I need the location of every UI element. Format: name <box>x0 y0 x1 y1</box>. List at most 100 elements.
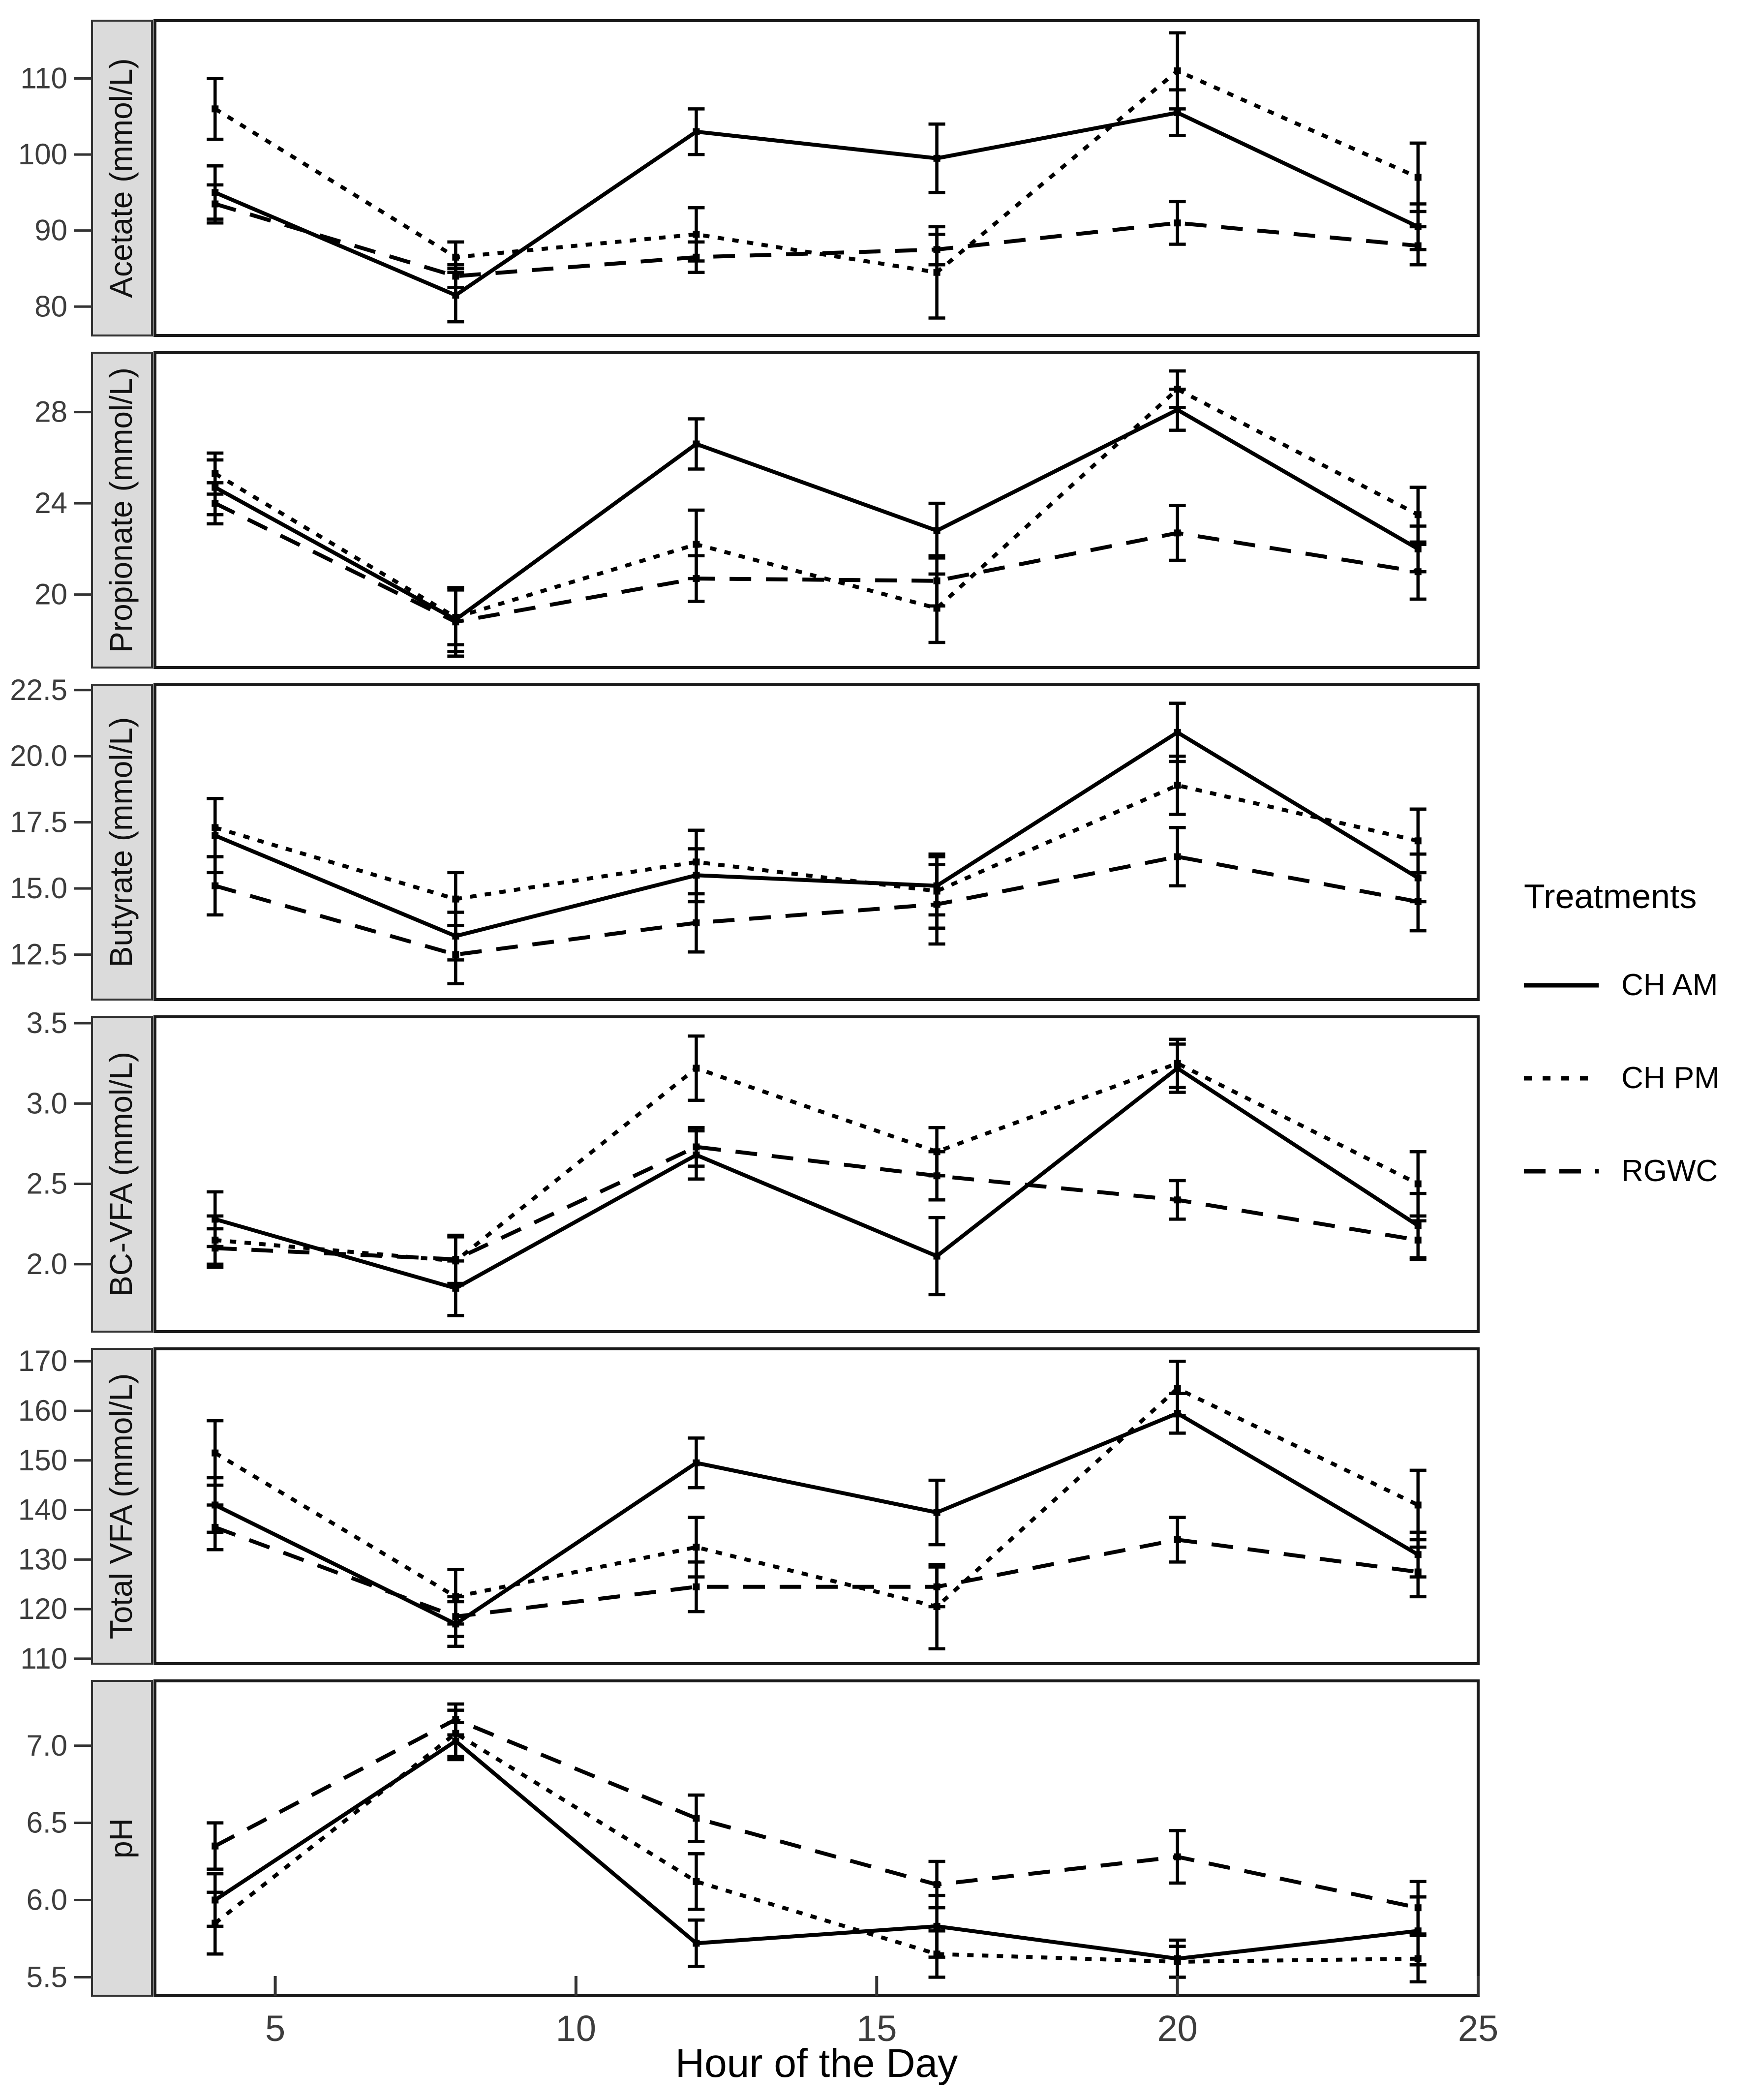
data-point-marker <box>933 527 941 534</box>
data-point-marker <box>1414 837 1422 845</box>
legend-item-label: CH AM <box>1621 968 1718 1002</box>
series-line-dotted <box>214 783 1419 901</box>
data-point-marker <box>452 292 459 299</box>
series-line-solid <box>214 1411 1419 1626</box>
facet-strip-label: Butyrate (mmol/L) <box>103 717 139 968</box>
data-point-marker <box>693 1815 700 1822</box>
data-point-marker <box>693 128 700 135</box>
x-tick-label: 15 <box>856 2008 897 2049</box>
data-point-marker <box>212 1842 219 1850</box>
facet-strip <box>91 1016 153 1333</box>
data-point-marker <box>1414 1927 1422 1935</box>
data-point-marker <box>1174 219 1181 227</box>
data-point-marker <box>452 895 459 903</box>
data-point-marker <box>933 577 941 584</box>
x-tick-label: 10 <box>556 2008 596 2049</box>
y-tick-label: 20 <box>34 578 67 611</box>
series-ch-am <box>207 1721 1427 1979</box>
series-line-solid <box>214 1066 1419 1290</box>
data-point-marker <box>693 1151 700 1158</box>
y-tick-label: 100 <box>18 138 67 171</box>
data-point-marker <box>1174 1385 1181 1392</box>
facet-panel-4: BC-VFA (mmol/L) 2.0 2.5 3.0 3.5 <box>27 1006 1480 1333</box>
facet-strip-label: pH <box>103 1818 139 1858</box>
x-tick-label: 20 <box>1157 2008 1197 2049</box>
y-tick-label: 12.5 <box>10 938 67 971</box>
data-point-marker <box>1414 1222 1422 1229</box>
x-tick-label: 5 <box>265 2008 285 2049</box>
panel-border <box>153 683 1480 1001</box>
data-point-marker <box>1174 782 1181 789</box>
data-point-marker <box>1414 545 1422 552</box>
x-axis-title: Hour of the Day <box>675 2041 958 2086</box>
data-point-marker <box>452 616 459 623</box>
facet-strip-label: BC-VFA (mmol/L) <box>103 1052 139 1297</box>
data-point-marker <box>212 1896 219 1904</box>
facet-strip <box>91 1680 153 1997</box>
panel-border <box>153 19 1480 337</box>
series-line-dashed <box>214 854 1419 957</box>
data-point-marker <box>933 1583 941 1590</box>
data-point-marker <box>1174 1065 1181 1072</box>
data-point-marker <box>1414 511 1422 518</box>
data-point-marker <box>693 872 700 879</box>
facet-strip-label: Propionate (mmol/L) <box>103 367 139 653</box>
data-point-marker <box>693 253 700 261</box>
y-tick-label: 130 <box>18 1543 67 1576</box>
data-point-marker <box>693 1544 700 1551</box>
data-point-marker <box>1414 223 1422 230</box>
panel-plot-area <box>207 31 1427 324</box>
y-tick-label: 24 <box>34 487 67 519</box>
data-point-marker <box>212 105 219 113</box>
y-tick-label: 3.0 <box>27 1087 67 1120</box>
y-tick-label: 2.5 <box>27 1167 67 1200</box>
y-tick-label: 22.5 <box>10 673 67 706</box>
legend-item-label: CH PM <box>1621 1061 1720 1095</box>
panel-border <box>153 1347 1480 1665</box>
facet-strip <box>91 684 153 1001</box>
data-point-marker <box>693 231 700 238</box>
y-tick-label: 6.0 <box>27 1883 67 1916</box>
data-point-marker <box>1174 729 1181 736</box>
y-tick-label: 20.0 <box>10 739 67 772</box>
data-point-marker <box>452 1737 459 1745</box>
data-point-marker <box>933 269 941 276</box>
y-tick-label: 17.5 <box>10 806 67 839</box>
facet-strip-label: Acetate (mmol/L) <box>103 58 139 298</box>
y-tick-label: 28 <box>34 396 67 428</box>
data-point-marker <box>452 253 459 261</box>
data-point-marker <box>212 1216 219 1223</box>
solid-line-icon <box>1524 983 1599 987</box>
data-point-marker <box>1174 1955 1181 1962</box>
data-point-marker <box>693 575 700 582</box>
series-ch-am <box>207 387 1427 653</box>
facet-panel-1: Acetate (mmol/L) 80 90 100 110 <box>18 19 1480 337</box>
dashed-line-icon <box>1524 1169 1599 1173</box>
y-tick-label: 15.0 <box>10 872 67 905</box>
data-point-marker <box>933 1881 941 1888</box>
data-point-marker <box>693 440 700 448</box>
panel-border <box>153 1015 1480 1333</box>
data-point-marker <box>212 189 219 196</box>
legend-item-ch-am: CH AM <box>1524 968 1760 1003</box>
legend-title: Treatments <box>1524 877 1697 915</box>
data-point-marker <box>1174 1536 1181 1544</box>
facet-panel-6: pH 5.5 6.0 6.5 7.0 5 10 15 20 25 <box>27 1679 1498 2049</box>
y-tick-label: 110 <box>20 1642 67 1675</box>
data-point-marker <box>1414 1551 1422 1558</box>
data-point-marker <box>1414 174 1422 181</box>
series-line-dashed <box>214 501 1419 624</box>
series-line-dotted <box>213 1731 1418 1964</box>
data-point-marker <box>693 1583 700 1590</box>
facet-panel-3: Butyrate (mmol/L) 12.5 15.0 17.5 20.0 22.5 <box>10 673 1480 1001</box>
panel-border <box>153 1679 1480 1997</box>
data-point-marker <box>1174 67 1181 75</box>
data-point-marker <box>1174 109 1181 117</box>
facet-panel-5: Total VFA (mmol/L) 110 120 130 140 150 160 170 <box>18 1344 1480 1675</box>
data-point-marker <box>693 1459 700 1466</box>
y-tick-label: 110 <box>20 61 67 94</box>
y-tick-label: 80 <box>34 290 67 323</box>
